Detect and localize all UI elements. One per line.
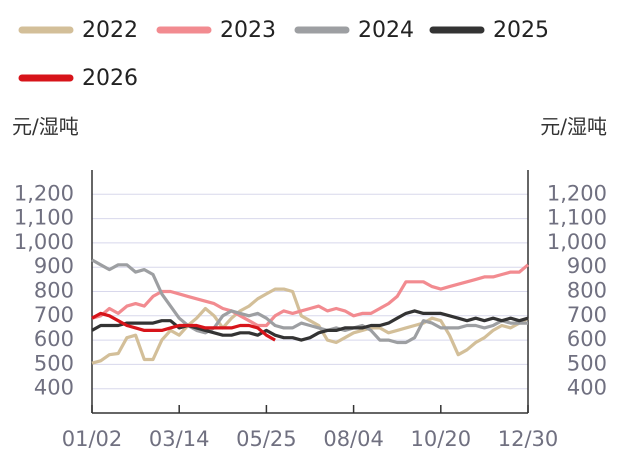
x-tick-label: 05/25	[236, 427, 297, 451]
y2-tick-label: 400	[567, 376, 607, 400]
x-tick-label: 01/02	[62, 427, 123, 451]
legend-label: 2025	[493, 18, 549, 43]
legend-label: 2023	[220, 18, 276, 43]
y2-tick-label: 800	[567, 279, 607, 303]
y-tick-label: 600	[34, 327, 74, 351]
y2-tick-label: 700	[567, 303, 607, 327]
y-tick-label: 1,200	[14, 181, 74, 205]
y2-tick-label: 1,000	[547, 230, 607, 254]
y2-tick-label: 500	[567, 351, 607, 375]
y2-tick-label: 600	[567, 327, 607, 351]
y-tick-label: 1,100	[14, 206, 74, 230]
series-line	[91, 287, 529, 365]
y-tick-label: 1,000	[14, 230, 74, 254]
x-tick-label: 12/30	[498, 427, 559, 451]
x-tick-label: 08/04	[323, 427, 384, 451]
y2-tick-label: 1,200	[547, 181, 607, 205]
legend-label: 2024	[358, 18, 414, 43]
series-line	[91, 309, 529, 342]
y-axis-label: 元/湿吨	[12, 115, 79, 139]
y-tick-label: 700	[34, 303, 74, 327]
series-line	[91, 311, 276, 342]
y2-tick-label: 1,100	[547, 206, 607, 230]
y-tick-label: 500	[34, 351, 74, 375]
x-tick-label: 03/14	[149, 427, 210, 451]
y2-tick-label: 900	[567, 254, 607, 278]
y2-axis-label: 元/湿吨	[540, 115, 607, 139]
legend-label: 2026	[82, 66, 138, 91]
x-tick-label: 10/20	[411, 427, 472, 451]
y-tick-label: 900	[34, 254, 74, 278]
legend-label: 2022	[82, 18, 138, 43]
series-line	[91, 263, 530, 328]
y-tick-label: 800	[34, 279, 74, 303]
series-line	[91, 258, 528, 345]
y-tick-label: 400	[34, 376, 74, 400]
